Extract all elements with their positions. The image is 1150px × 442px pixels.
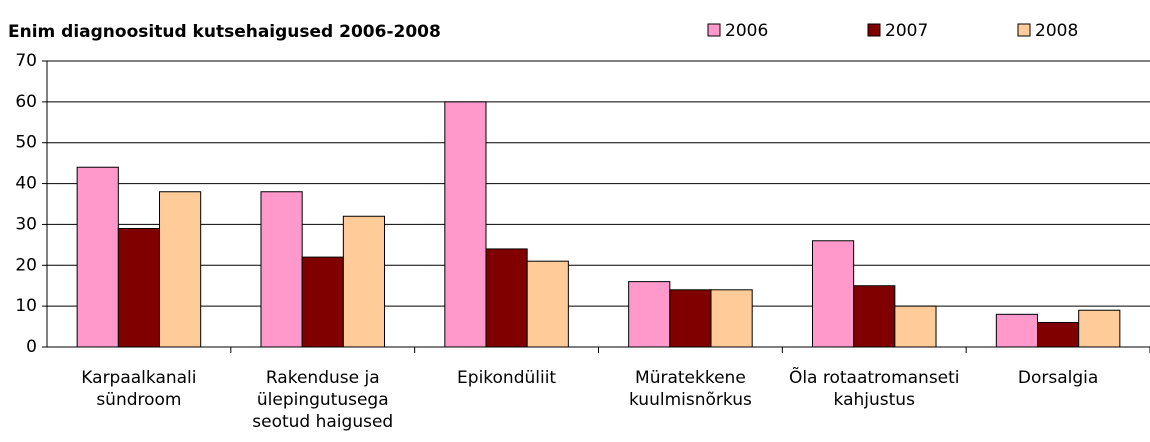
bar [260, 191, 303, 348]
legend-label: 2007 [885, 21, 928, 41]
bar [853, 285, 896, 348]
bar [1036, 321, 1080, 348]
bar [159, 191, 202, 348]
legend-label: 2006 [725, 21, 768, 41]
y-tick-label: 60 [15, 92, 37, 112]
bar [485, 248, 528, 348]
bar [526, 260, 569, 348]
x-tick-label: Rakenduse ja ülepingutusega seotud haigu… [252, 368, 394, 432]
legend-label: 2008 [1035, 21, 1078, 41]
y-tick-label: 40 [15, 174, 37, 194]
y-tick-label: 10 [15, 296, 37, 316]
bar [301, 256, 344, 348]
bar [710, 289, 753, 348]
bar [1078, 309, 1121, 348]
bar [444, 101, 487, 348]
x-tick-label: Epikondüliit [457, 368, 557, 388]
bar [628, 281, 671, 348]
bar [117, 228, 161, 348]
bar [669, 289, 712, 348]
y-tick-label: 0 [26, 337, 37, 357]
legend-swatch [867, 23, 881, 37]
bar [894, 305, 937, 348]
legend-swatch [1017, 23, 1031, 37]
legend-swatch [707, 23, 721, 37]
x-tick-label: Õla rotaatromanseti kahjustus [788, 368, 960, 410]
bar [76, 166, 119, 348]
chart-title: Enim diagnoositud kutsehaigused 2006-200… [8, 22, 441, 42]
y-tick-label: 70 [15, 51, 37, 71]
y-tick-label: 20 [15, 255, 37, 275]
bar [995, 313, 1038, 348]
bar [342, 215, 386, 348]
x-tick-label: Karpaalkanali sündroom [81, 368, 197, 410]
y-tick-label: 30 [15, 214, 37, 234]
bar [811, 240, 855, 348]
y-tick-label: 50 [15, 133, 37, 153]
x-tick-label: Müratekkene kuulmisnõrkus [628, 368, 752, 410]
x-tick-label: Dorsalgia [1017, 368, 1099, 388]
